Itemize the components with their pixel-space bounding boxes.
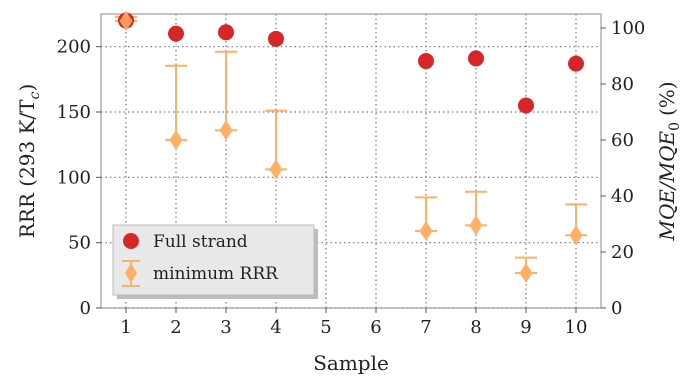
y-axis-left: 0 50 100 150 200 xyxy=(57,37,101,319)
x-tick-label: 10 xyxy=(565,317,588,338)
y-axis-right: 0 20 40 60 80 100 xyxy=(601,18,645,319)
full-strand-point xyxy=(168,25,184,42)
full-strand-point xyxy=(218,24,234,41)
min-rrr-marker xyxy=(519,263,533,283)
y-left-tick-label: 200 xyxy=(57,37,91,58)
full-strand-point xyxy=(518,97,534,114)
series-layer xyxy=(115,11,587,283)
min-rrr-marker xyxy=(219,120,233,141)
full-strand-point xyxy=(418,53,434,70)
y-axis-right-label-subscript: 0 xyxy=(667,122,683,131)
x-tick-label: 6 xyxy=(370,317,381,338)
min-rrr-point xyxy=(565,203,587,246)
x-tick-label: 4 xyxy=(270,317,281,338)
y-left-tick-label: 50 xyxy=(68,233,91,254)
min-rrr-point xyxy=(415,196,437,241)
full-strand-point xyxy=(468,50,484,67)
y-left-tick-label: 100 xyxy=(57,167,91,188)
min-rrr-point xyxy=(215,50,237,141)
y-right-tick-label: 20 xyxy=(611,242,634,263)
x-tick-label: 1 xyxy=(120,317,131,338)
legend-marker-full-strand xyxy=(123,233,139,249)
min-rrr-marker xyxy=(469,215,483,236)
legend-box xyxy=(112,224,315,296)
legend: Full strand minimum RRR xyxy=(112,224,318,299)
legend-label-full-strand: Full strand xyxy=(153,232,248,252)
x-axis-label: Sample xyxy=(313,351,389,375)
min-rrr-point xyxy=(465,190,487,236)
y-right-tick-label: 40 xyxy=(611,186,634,207)
x-tick-label: 2 xyxy=(170,317,181,338)
min-rrr-marker xyxy=(169,130,183,150)
min-rrr-marker xyxy=(269,159,283,180)
y-left-tick-label: 0 xyxy=(80,298,91,319)
x-tick-label: 8 xyxy=(470,317,481,338)
full-strand-point xyxy=(268,30,284,47)
y-left-tick-label: 150 xyxy=(57,102,91,123)
y-right-tick-label: 100 xyxy=(611,18,645,39)
y-right-tick-label: 60 xyxy=(611,130,634,151)
min-rrr-point xyxy=(165,64,187,150)
y-right-tick-label: 80 xyxy=(611,74,634,95)
legend-marker-minimum-rrr xyxy=(122,260,140,287)
x-tick-label: 5 xyxy=(320,317,331,338)
min-rrr-point xyxy=(265,109,287,180)
legend-label-minimum-rrr: minimum RRR xyxy=(153,264,279,284)
full-strand-point xyxy=(568,55,584,72)
x-tick-label: 7 xyxy=(420,317,431,338)
x-tick-label: 9 xyxy=(520,317,531,338)
plot-frame xyxy=(100,13,602,309)
min-rrr-marker xyxy=(569,225,583,246)
y-axis-left-label-subscript: c xyxy=(27,91,43,99)
y-axis-right-label: MQE/MQE0(%) xyxy=(655,81,683,241)
y-right-tick-label: 0 xyxy=(611,298,622,319)
min-rrr-point xyxy=(515,256,537,283)
x-axis: 1 2 3 4 5 6 7 8 9 10 xyxy=(120,308,587,338)
min-rrr-marker xyxy=(419,221,433,241)
min-rrr-marker-overlay xyxy=(119,11,133,31)
x-tick-label: 3 xyxy=(220,317,231,338)
y-axis-left-label: RRR (293 K/Tc) xyxy=(15,84,43,239)
